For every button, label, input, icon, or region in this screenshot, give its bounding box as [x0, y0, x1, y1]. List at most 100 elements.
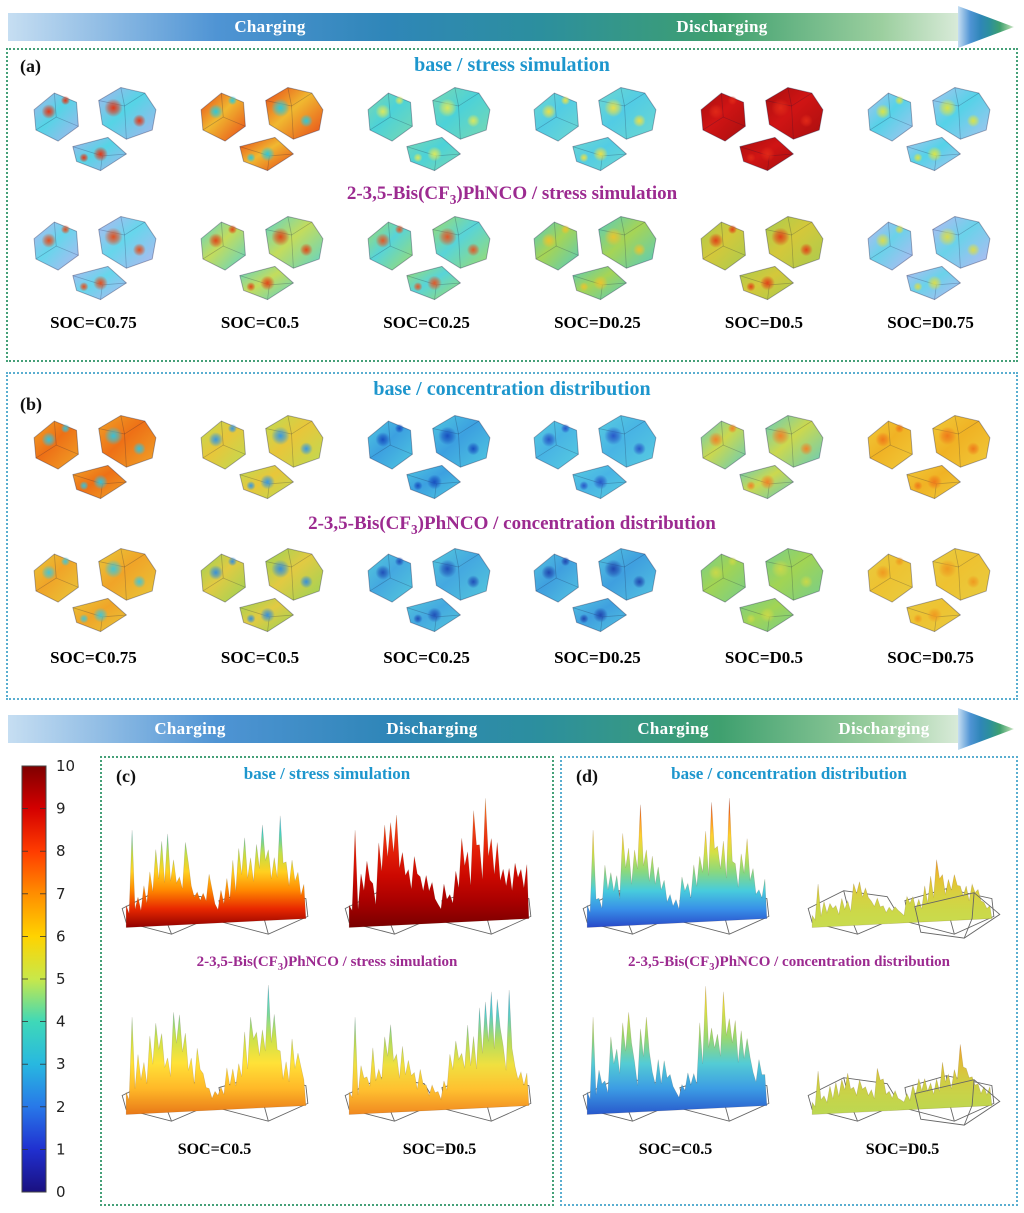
panel-c-surface-row-2 [102, 975, 552, 1135]
crystal-cell [345, 410, 512, 506]
surface-cell [331, 977, 547, 1135]
crystal-group [367, 87, 491, 172]
panel-a-soc-row: SOC=C0.75 SOC=C0.5 SOC=C0.25 SOC=D0.25 SOC=D… [8, 308, 1016, 338]
subtitle-text: )PhNCO / concentration distribution [714, 954, 950, 970]
soc-label: SOC=D0.5 [724, 312, 804, 332]
soc-label: SOC=C0.5 [220, 312, 300, 332]
soc-label: SOC=C0.25 [383, 647, 470, 667]
crystal-group [200, 415, 324, 500]
surface-plot [121, 815, 308, 935]
panel-b-subtitle: 2-3,5-Bis(CF3)PhNCO / concentration dist… [8, 513, 1016, 538]
colorbar-tick-label: 10 [56, 757, 75, 775]
panel-c: (c) base / stress simulation 2-3,5-Bis(C… [100, 756, 554, 1206]
charge-arrow-top: Charging Discharging [0, 4, 1024, 50]
soc-label: SOC=D0.75 [887, 647, 974, 667]
panel-a-crystal-row-1 [8, 81, 1016, 179]
surface-plot [582, 986, 769, 1122]
soc-label: SOC=D0.5 [865, 1141, 940, 1158]
subtitle-subscript: 3 [411, 521, 418, 537]
panel-b-label: (b) [20, 394, 42, 414]
crystal-cell [845, 410, 1012, 506]
subtitle-text: 2-3,5-Bis(CF [196, 954, 278, 970]
panel-a: (a) base / stress simulation [6, 48, 1018, 362]
colorbar-tick-label: 2 [56, 1098, 66, 1116]
subtitle-text: )PhNCO / stress simulation [283, 954, 458, 970]
crystal-cell [179, 543, 346, 639]
subtitle-text: 2-3,5-Bis(CF [346, 183, 450, 204]
panel-d-soc-row: SOC=C0.5 SOC=D0.5 [562, 1135, 1016, 1165]
surface-cell [794, 790, 1010, 948]
panel-b-title: base / concentration distribution [373, 378, 651, 400]
surface-plot [807, 1044, 1001, 1126]
panel-b-crystal-row-2 [8, 540, 1016, 642]
surface-cell [569, 790, 785, 948]
crystal-cell [679, 82, 846, 178]
colorbar-tick-label: 7 [56, 885, 66, 903]
crystal-cell [845, 82, 1012, 178]
crystal-group [533, 415, 657, 500]
subtitle-text: 2-3,5-Bis(CF [308, 513, 412, 534]
colorbar-tick-label: 1 [56, 1140, 66, 1158]
crystal-cell [512, 410, 679, 506]
colorbar-tick-label: 5 [56, 970, 66, 988]
crystal-cell [345, 82, 512, 178]
surface-cell [794, 977, 1010, 1135]
soc-label: SOC=D0.5 [402, 1141, 477, 1158]
subtitle-text: )PhNCO / stress simulation [456, 183, 678, 204]
panel-b-crystal-row-1 [8, 407, 1016, 509]
arrow-label-charging: Charging [154, 719, 226, 738]
crystal-group [700, 547, 824, 632]
arrow-gradient-shape [8, 6, 1014, 48]
surface-cell [108, 977, 324, 1135]
colorbar-tick-label: 9 [56, 800, 66, 818]
panel-d-title: base / concentration distribution [671, 764, 907, 783]
panel-c-label: (c) [116, 766, 136, 786]
subtitle-text: )PhNCO / concentration distribution [417, 513, 716, 534]
crystal-cell [845, 543, 1012, 639]
crystal-group [700, 415, 824, 500]
panel-c-soc-row: SOC=C0.5 SOC=D0.5 [102, 1135, 552, 1165]
crystal-cell [679, 543, 846, 639]
crystal-group [533, 215, 657, 300]
panel-a-subtitle: 2-3,5-Bis(CF3)PhNCO / stress simulation [8, 183, 1016, 208]
crystal-cell [12, 211, 179, 307]
crystal-group [33, 415, 157, 500]
panel-c-surface-row-1 [102, 786, 552, 948]
crystal-cell [12, 82, 179, 178]
crystal-group [700, 215, 824, 300]
surface-plot [121, 984, 308, 1122]
surface-cell [108, 790, 324, 948]
panel-a-label: (a) [20, 56, 41, 76]
surface-plot [344, 990, 531, 1122]
crystal-cell [12, 410, 179, 506]
subtitle-subscript: 3 [709, 962, 715, 973]
panel-b-soc-row: SOC=C0.75 SOC=C0.5 SOC=C0.25 SOC=D0.25 SOC=D… [8, 642, 1016, 674]
crystal-group [200, 547, 324, 632]
panel-d-label: (d) [576, 766, 598, 786]
panel-d-surface-row-2 [562, 975, 1016, 1135]
crystal-group [367, 547, 491, 632]
crystal-cell [179, 82, 346, 178]
panel-c-subtitle: 2-3,5-Bis(CF3)PhNCO / stress simulation [102, 954, 552, 973]
soc-label: SOC=C0.75 [50, 647, 137, 667]
crystal-cell [512, 211, 679, 307]
arrow-label-charging-2: Charging [637, 719, 709, 738]
arrow-label-charging: Charging [234, 17, 306, 36]
crystal-group [700, 87, 824, 172]
arrow-label-discharging-2: Discharging [838, 719, 930, 738]
crystal-group [533, 87, 657, 172]
panel-d: (d) base / concentration distribution 2-… [560, 756, 1018, 1206]
crystal-group [33, 215, 157, 300]
crystal-group [367, 415, 491, 500]
panel-d-subtitle: 2-3,5-Bis(CF3)PhNCO / concentration dist… [562, 954, 1016, 973]
crystal-cell [179, 211, 346, 307]
colorbar-tick-label: 3 [56, 1055, 66, 1073]
panel-a-crystal-row-2 [8, 210, 1016, 308]
subtitle-subscript: 3 [277, 962, 284, 973]
subtitle-subscript: 3 [449, 191, 457, 207]
crystal-group [200, 215, 324, 300]
crystal-cell [345, 543, 512, 639]
soc-label: SOC=C0.5 [177, 1141, 252, 1158]
panel-c-title: base / stress simulation [243, 764, 411, 783]
subtitle-text: 2-3,5-Bis(CF [628, 954, 710, 970]
